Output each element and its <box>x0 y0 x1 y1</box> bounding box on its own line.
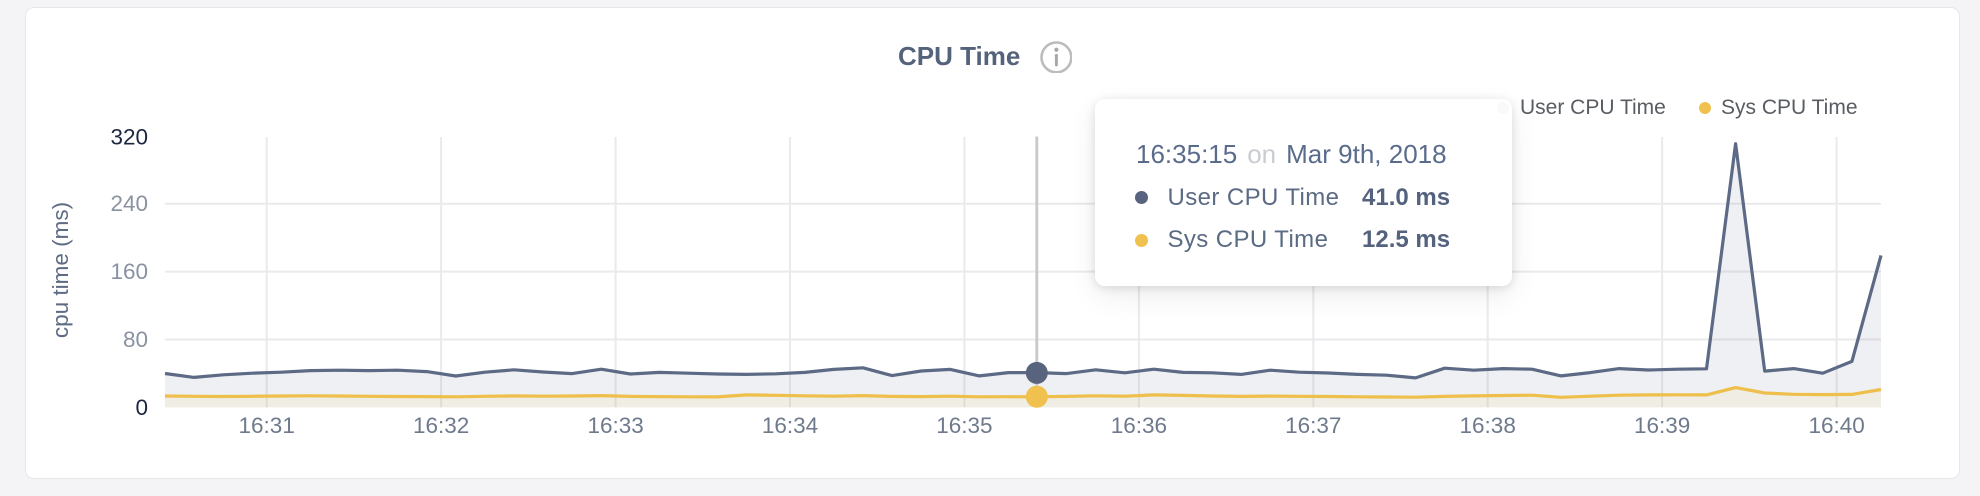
svg-text:320: 320 <box>110 125 148 150</box>
svg-text:240: 240 <box>110 191 148 216</box>
svg-text:16:33: 16:33 <box>587 413 643 438</box>
svg-text:16:40: 16:40 <box>1808 413 1864 438</box>
svg-text:cpu time (ms): cpu time (ms) <box>48 202 73 338</box>
svg-text:16:36: 16:36 <box>1111 413 1167 438</box>
svg-text:0: 0 <box>135 395 148 420</box>
svg-text:16:35: 16:35 <box>936 413 992 438</box>
svg-text:16:34: 16:34 <box>762 413 818 438</box>
svg-text:16:32: 16:32 <box>413 413 469 438</box>
svg-text:16:31: 16:31 <box>239 413 295 438</box>
svg-text:16:39: 16:39 <box>1634 413 1690 438</box>
svg-text:16:38: 16:38 <box>1460 413 1516 438</box>
svg-text:16:37: 16:37 <box>1285 413 1341 438</box>
svg-text:80: 80 <box>123 327 148 352</box>
svg-text:160: 160 <box>110 259 148 284</box>
